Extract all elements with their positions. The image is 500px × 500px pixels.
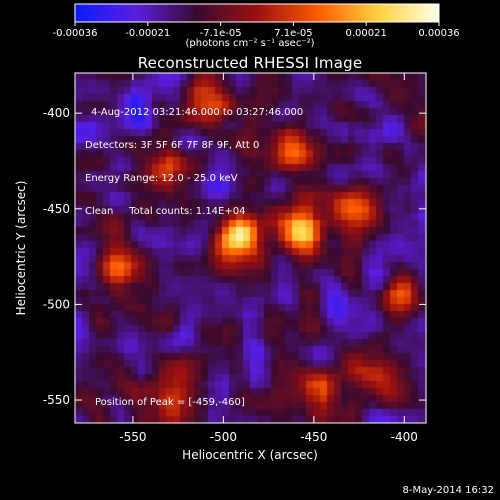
y-axis-label: Heliocentric Y (arcsec) bbox=[14, 181, 28, 316]
annotation-energy-range: Energy Range: 12.0 - 25.0 keV bbox=[85, 173, 238, 184]
x-tick-label: -400 bbox=[391, 430, 418, 444]
peak-position-label: Position of Peak = [-459,-460] bbox=[95, 397, 245, 408]
plot-frame bbox=[74, 72, 427, 424]
colorbar-tick-label: 7.1e-05 bbox=[274, 28, 312, 39]
y-tick-label: -450 bbox=[43, 202, 70, 216]
colorbar-tick-label: -0.00036 bbox=[53, 28, 98, 39]
colorbar-tick-label: 0.00036 bbox=[418, 28, 459, 39]
rhessi-image bbox=[75, 73, 426, 423]
x-tick-label: -550 bbox=[119, 430, 146, 444]
colorbar-tick-label: 0.00021 bbox=[346, 28, 387, 39]
colorbar-tick-label: -0.00021 bbox=[125, 28, 170, 39]
annotation-time-range: 4-Aug-2012 03:21:46.000 to 03:27:46.000 bbox=[91, 107, 304, 118]
y-tick-label: -550 bbox=[43, 393, 70, 407]
colorbar-units-label: (photons cm⁻² s⁻¹ asec⁻²) bbox=[185, 38, 315, 49]
colorbar-tick-label: -7.1e-05 bbox=[200, 28, 242, 39]
x-axis-label: Heliocentric X (arcsec) bbox=[182, 448, 318, 462]
annotation-block: 4-Aug-2012 03:21:46.000 to 03:27:46.000 … bbox=[85, 85, 303, 228]
footer-date: 8-May-2014 16:32 bbox=[402, 485, 494, 496]
x-tick-label: -500 bbox=[210, 430, 237, 444]
colorbar: -0.00036 -0.00021 -7.1e-05 7.1e-05 0.00021 0.… bbox=[53, 3, 460, 39]
annotation-detectors: Detectors: 3F 5F 6F 7F 8F 9F, Att 0 bbox=[85, 140, 260, 151]
y-tick-label: -500 bbox=[43, 297, 70, 311]
annotation-total-counts: Clean Total counts: 1.14E+04 bbox=[85, 206, 246, 217]
plot-title: Reconstructed RHESSI Image bbox=[137, 54, 363, 72]
x-tick-label: -450 bbox=[300, 430, 327, 444]
y-tick-label: -400 bbox=[43, 106, 70, 120]
